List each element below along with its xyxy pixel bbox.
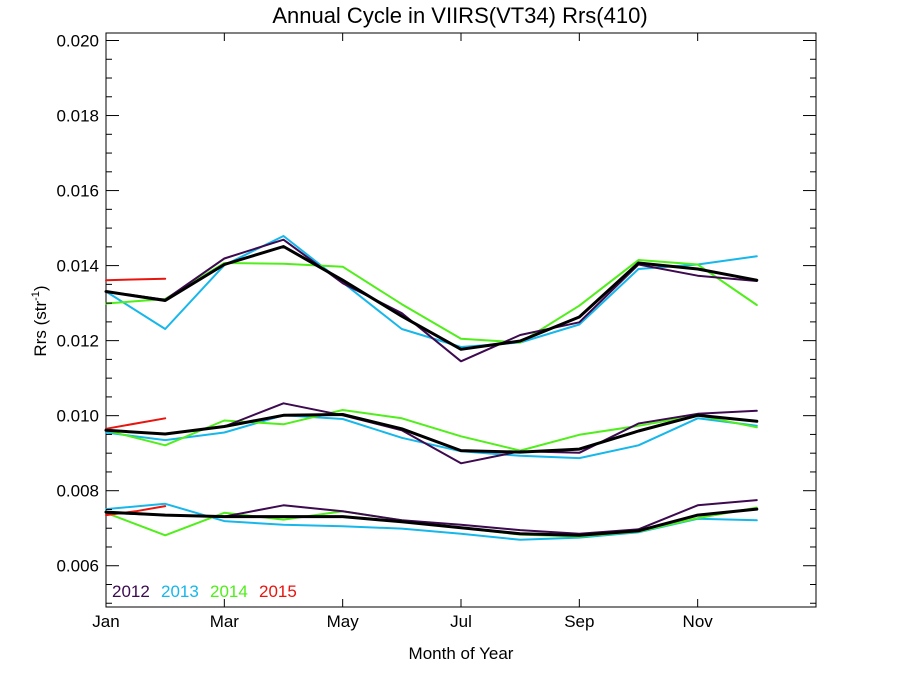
y-tick-label: 0.012 xyxy=(56,332,99,351)
y-axis-title: Rrs (str-1) xyxy=(30,285,50,356)
legend-entry-2012: 2012 xyxy=(112,582,150,601)
series-line-4 xyxy=(104,507,759,537)
series-line-9 xyxy=(104,413,759,454)
legend: 2012 2013 2014 2015 xyxy=(112,582,297,601)
series-line-5 xyxy=(105,414,758,460)
y-tick-label: 0.020 xyxy=(56,32,99,51)
x-axis-title: Month of Year xyxy=(409,644,514,663)
y-axis-title-close: ) xyxy=(31,285,50,291)
y-axis-title-superscript: -1 xyxy=(30,291,42,301)
x-tick-label: Jul xyxy=(450,612,472,631)
series-line-7 xyxy=(105,402,758,465)
y-axis-title-main: Rrs (str xyxy=(31,301,50,357)
x-tick-label: May xyxy=(327,612,360,631)
x-axis-ticks: Jan Mar May Jul Sep Nov xyxy=(92,33,713,631)
y-tick-label: 0.016 xyxy=(56,182,99,201)
series-line-8 xyxy=(105,417,167,430)
y-axis-ticks: 0.006 0.008 0.010 0.012 0.014 0.016 0.018 0.020 xyxy=(56,32,816,604)
x-tick-label: Nov xyxy=(683,612,714,631)
legend-entry-2015: 2015 xyxy=(259,582,297,601)
chart-title: Annual Cycle in VIIRS(VT34) Rrs(410) xyxy=(272,3,647,28)
series-line-12 xyxy=(105,238,758,363)
y-tick-label: 0.006 xyxy=(56,557,99,576)
y-tick-label: 0.010 xyxy=(56,407,99,426)
y-tick-label: 0.014 xyxy=(56,257,99,276)
legend-entry-2013: 2013 xyxy=(161,582,199,601)
plot-frame xyxy=(105,32,817,608)
series-line-10 xyxy=(105,235,758,348)
series-line-13 xyxy=(105,277,167,282)
x-tick-label: Jan xyxy=(92,612,119,631)
series-line-14 xyxy=(104,245,759,351)
series-line-6 xyxy=(105,409,758,452)
y-tick-label: 0.008 xyxy=(56,482,99,501)
plot-border xyxy=(105,32,817,608)
x-tick-label: Sep xyxy=(564,612,594,631)
x-tick-label: Mar xyxy=(210,612,240,631)
y-tick-label: 0.018 xyxy=(56,107,99,126)
series-group xyxy=(104,235,759,541)
legend-entry-2014: 2014 xyxy=(210,582,248,601)
